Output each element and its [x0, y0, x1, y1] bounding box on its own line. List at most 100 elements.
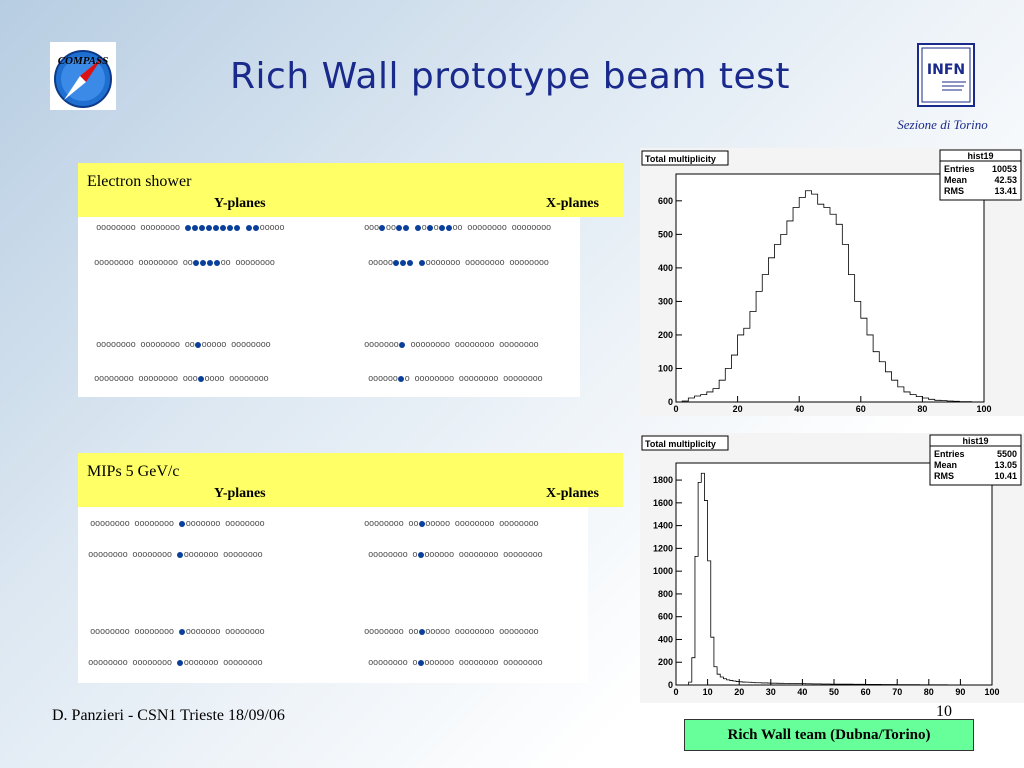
y-plane-row: oooooooo oooooooo ooooo — [96, 223, 285, 233]
stats-name: hist19 — [962, 436, 988, 446]
x-tick-label: 60 — [861, 687, 871, 697]
x-tick-label: 60 — [856, 404, 866, 414]
stats-label: Mean — [944, 175, 967, 185]
stats-box: hist19 Entries 5500 Mean 13.05 RMS 10.41 — [929, 434, 1022, 486]
x-tick-label: 10 — [703, 687, 713, 697]
y-tick-label: 0 — [668, 397, 673, 407]
mips-header: MIPs 5 GeV/c Y-planes X-planes — [78, 453, 623, 507]
hist-title: Total multiplicity — [645, 154, 716, 164]
x-tick-label: 40 — [797, 687, 807, 697]
electron-shower-panel: oooooooo oooooooo ooooo ooo oo o o oo ooooo… — [78, 217, 580, 397]
y-tick-label: 1400 — [653, 521, 673, 531]
plot-frame — [675, 462, 993, 686]
y-tick-label: 100 — [658, 363, 673, 373]
y-tick-label: 800 — [658, 589, 673, 599]
x-tick-label: 70 — [892, 687, 902, 697]
hist-title-box: Total multiplicity — [641, 150, 729, 166]
stats-value: 13.41 — [994, 186, 1017, 196]
histogram-electron: Total multiplicity hist19 Entries 10053 Mean… — [640, 148, 1024, 416]
team-label: Rich Wall team (Dubna/Torino) — [684, 719, 974, 751]
hit-pad — [426, 224, 433, 231]
hit-pad — [199, 224, 206, 231]
infn-logo: INFN — [916, 42, 976, 108]
x-tick-label: 20 — [734, 687, 744, 697]
x-tick-label: 0 — [673, 687, 678, 697]
hit-pad — [234, 224, 241, 231]
y-tick-label: 500 — [658, 229, 673, 239]
compass-logo-text: COMPASS — [58, 55, 109, 67]
hit-pad — [206, 224, 213, 231]
hit-pad — [185, 224, 192, 231]
hit-pad — [177, 659, 184, 666]
x-tick-label: 100 — [976, 404, 991, 414]
compass-logo: COMPASS — [50, 42, 116, 110]
y-tick-label: 200 — [658, 657, 673, 667]
hit-pad — [415, 224, 422, 231]
y-tick-label: 600 — [658, 612, 673, 622]
hit-pad — [396, 224, 403, 231]
y-tick-label: 300 — [658, 296, 673, 306]
hit-pad — [194, 341, 201, 348]
stats-value: 5500 — [997, 449, 1017, 459]
hit-pad — [417, 659, 424, 666]
stats-value: 10053 — [992, 164, 1017, 174]
y-plane-row: oooooooo oooooooo oo oo oooooooo — [94, 258, 275, 268]
hit-pad — [419, 259, 426, 266]
electron-shower-header: Electron shower Y-planes X-planes — [78, 163, 623, 217]
hist-title-box: Total multiplicity — [641, 435, 729, 451]
hist-title: Total multiplicity — [645, 439, 716, 449]
x-tick-label: 30 — [766, 687, 776, 697]
hit-pad — [192, 224, 199, 231]
y-plane-row: oooooooo oooooooo ooooooo oooooooo — [90, 627, 265, 637]
stats-label: Entries — [944, 164, 975, 174]
x-plane-row: ooooooo oooooooo oooooooo oooooooo — [364, 340, 539, 350]
stats-value: 13.05 — [994, 460, 1017, 470]
infn-logo-text: INFN — [927, 62, 965, 78]
x-tick-label: 80 — [917, 404, 927, 414]
y-tick-label: 1600 — [653, 498, 673, 508]
hit-pad — [418, 628, 425, 635]
hit-pad — [398, 341, 405, 348]
y-tick-label: 200 — [658, 330, 673, 340]
slide-title: Rich Wall prototype beam test — [230, 56, 790, 97]
stats-box: hist19 Entries 10053 Mean 42.53 RMS 13.41 — [939, 149, 1022, 201]
x-tick-label: 80 — [924, 687, 934, 697]
x-tick-label: 40 — [794, 404, 804, 414]
x-plane-row: ooooo ooooooo oooooooo oooooooo — [368, 258, 549, 268]
x-tick-label: 50 — [829, 687, 839, 697]
y-tick-label: 1000 — [653, 566, 673, 576]
y-tick-label: 400 — [658, 263, 673, 273]
hit-pad — [192, 259, 199, 266]
stats-value: 42.53 — [994, 175, 1017, 185]
hit-pad — [417, 551, 424, 558]
section-title: Electron shower — [87, 173, 192, 190]
hit-pad — [220, 224, 227, 231]
hit-pad — [246, 224, 253, 231]
hit-pad — [393, 259, 400, 266]
stats-value: 10.41 — [994, 471, 1017, 481]
hit-pad — [400, 259, 407, 266]
x-tick-label: 0 — [673, 404, 678, 414]
y-tick-label: 400 — [658, 634, 673, 644]
stats-label: RMS — [934, 471, 954, 481]
x-tick-label: 20 — [733, 404, 743, 414]
hit-pad — [199, 259, 206, 266]
hit-pad — [197, 375, 204, 382]
hit-pad — [213, 224, 220, 231]
stats-label: Mean — [934, 460, 957, 470]
hit-pad — [179, 520, 186, 527]
y-tick-label: 1200 — [653, 543, 673, 553]
hit-pad — [227, 224, 234, 231]
stats-name: hist19 — [967, 151, 993, 161]
y-tick-label: 600 — [658, 196, 673, 206]
hit-pad — [177, 551, 184, 558]
hit-pad — [379, 224, 386, 231]
y-plane-row: oooooooo oooooooo ooooooo oooooooo — [88, 550, 263, 560]
hit-pad — [445, 224, 452, 231]
histogram-line — [676, 190, 984, 403]
y-tick-label: 0 — [668, 680, 673, 690]
